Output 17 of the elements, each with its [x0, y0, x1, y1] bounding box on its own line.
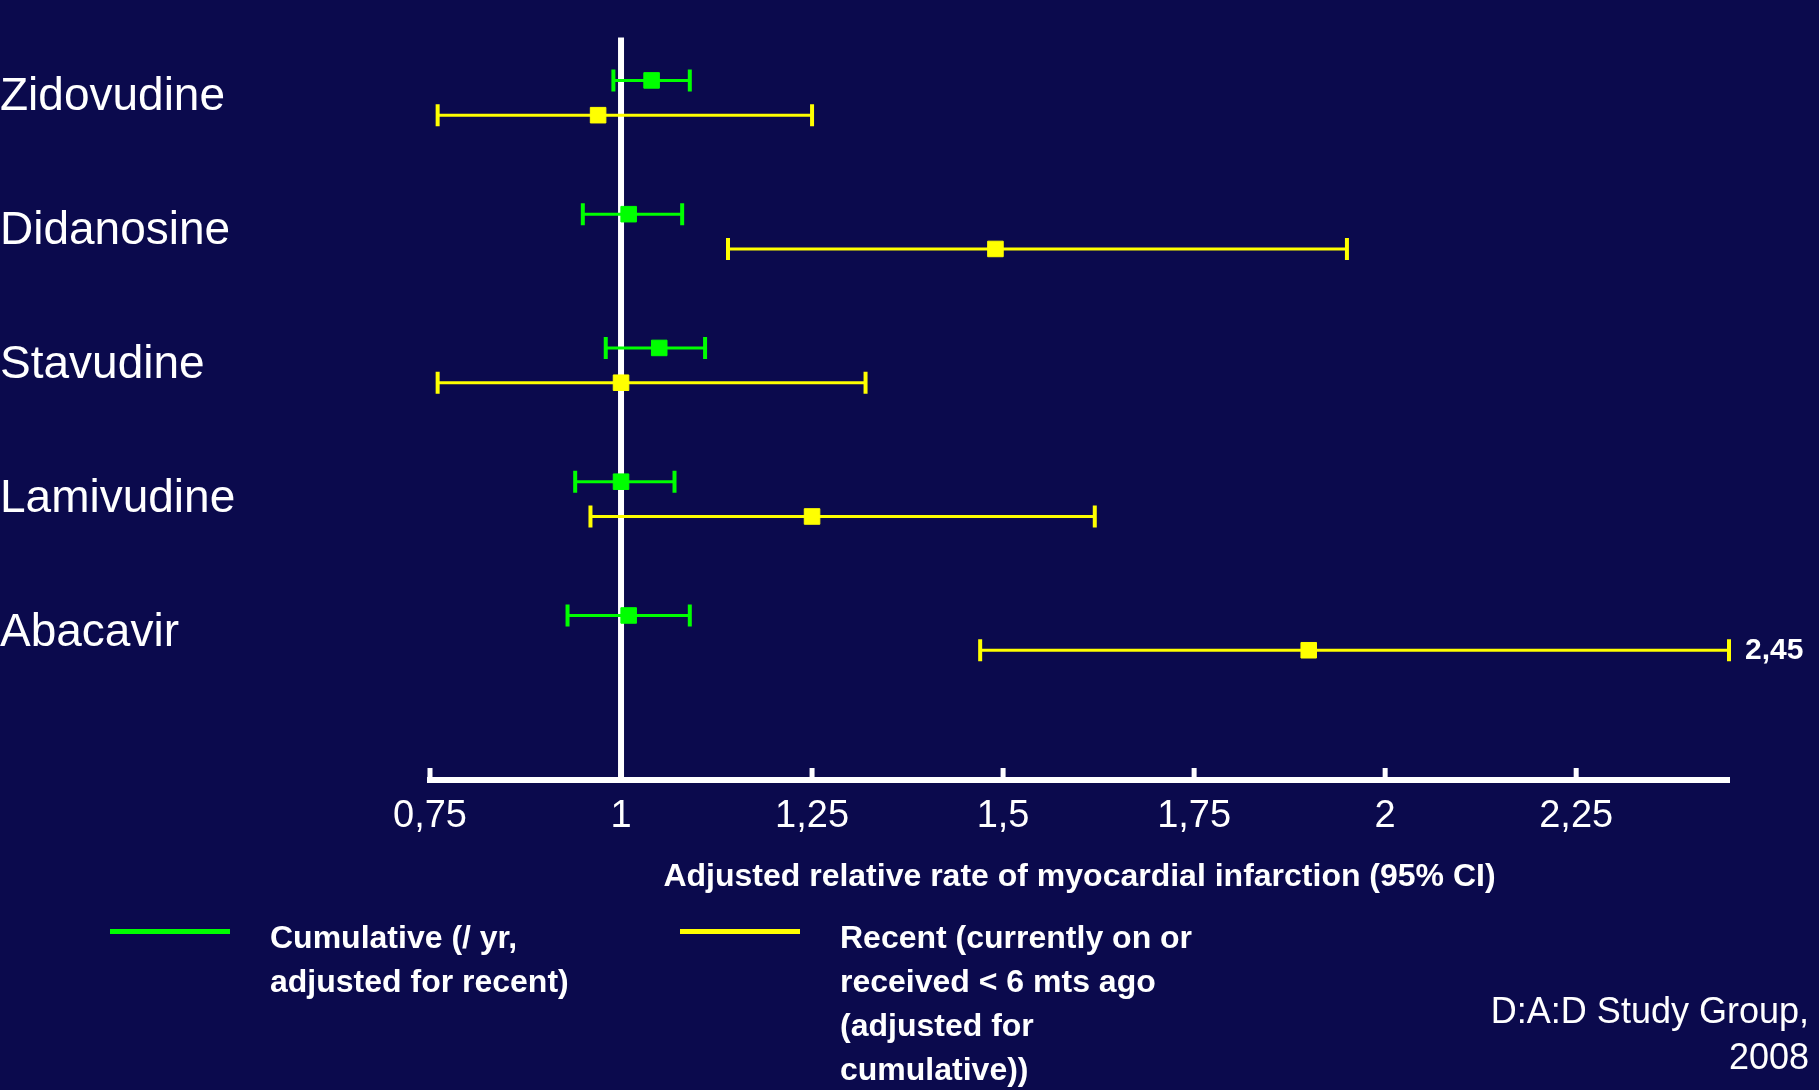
x-tick-label: 1	[610, 793, 632, 836]
x-axis-title: Adjusted relative rate of myocardial infarction (95% CI)	[663, 856, 1496, 893]
y-tick-label: Abacavir	[0, 603, 179, 656]
y-tick-label: Lamivudine	[0, 469, 236, 522]
x-tick-label: 0,75	[393, 793, 467, 836]
y-tick-label: Didanosine	[0, 202, 231, 255]
text: 2,45	[1745, 631, 1804, 665]
x-tick-label: 2,25	[1539, 793, 1614, 836]
legend-label: Cumulative (/ yr, adjusted for recent)	[270, 918, 570, 1001]
x-tick-label: 1,75	[1157, 793, 1232, 836]
text: D:A:D Study Group, 2008	[1489, 989, 1809, 1079]
x-tick-label: 1,25	[775, 793, 850, 836]
y-tick-label: Zidovudine	[0, 68, 226, 121]
x-tick-label: 1,5	[976, 793, 1030, 836]
x-tick-label: 2	[1374, 793, 1396, 836]
legend-label: Recent (currently on or received < 6 mts ago (adjusted for cumulative))	[840, 918, 1194, 1089]
y-tick-label: Stavudine	[0, 336, 205, 389]
